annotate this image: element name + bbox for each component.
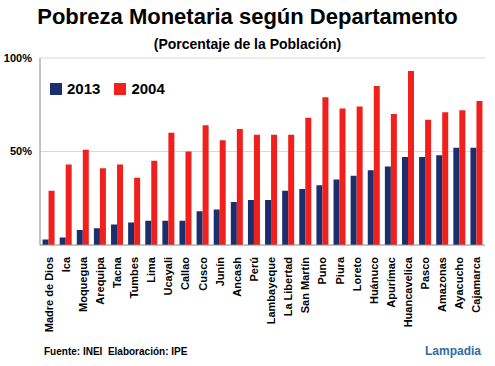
svg-text:Ucayali: Ucayali: [162, 257, 174, 296]
svg-text:Lima: Lima: [145, 256, 157, 283]
svg-text:Piura: Piura: [334, 256, 346, 284]
svg-text:Amazonas: Amazonas: [436, 257, 448, 312]
svg-text:Cajamarca: Cajamarca: [470, 256, 482, 313]
svg-text:50%: 50%: [10, 145, 32, 157]
svg-text:Madre de Dios: Madre de Dios: [43, 257, 55, 332]
svg-text:Perú: Perú: [248, 257, 260, 281]
svg-text:Loreto: Loreto: [351, 257, 363, 292]
svg-text:Moquegua: Moquegua: [77, 256, 89, 312]
svg-text:Puno: Puno: [316, 257, 328, 285]
html-text:Pobreza Monetaria según Depart: Pobreza Monetaria según Departamento: [37, 4, 458, 29]
html-text:2013: 2013: [67, 80, 101, 97]
svg-text:Ayacucho: Ayacucho: [453, 257, 465, 309]
svg-text:Junín: Junín: [214, 257, 226, 287]
svg-text:Pasco: Pasco: [419, 257, 431, 290]
svg-text:La Libertad: La Libertad: [282, 257, 294, 316]
html-text:(Porcentaje de la Población): (Porcentaje de la Población): [153, 36, 342, 52]
html-text:Lampadia: Lampadia: [425, 344, 481, 358]
svg-text:San Martín: San Martín: [299, 257, 311, 314]
html-text:Fuente: INEI Elaboración: IPE: Fuente: INEI Elaboración: IPE: [44, 346, 188, 357]
svg-text:Cusco: Cusco: [197, 257, 209, 291]
svg-text:Tacna: Tacna: [111, 256, 123, 288]
svg-text:Callao: Callao: [179, 257, 191, 290]
svg-text:Arequipa: Arequipa: [94, 256, 106, 305]
svg-text:Tumbes: Tumbes: [128, 257, 140, 298]
html-text:2004: 2004: [131, 80, 165, 97]
svg-text:Huancavelica: Huancavelica: [402, 256, 414, 327]
svg-text:Huánuco: Huánuco: [368, 257, 380, 304]
svg-text:Ancash: Ancash: [231, 257, 243, 297]
svg-text:Lambayeque: Lambayeque: [265, 257, 277, 324]
svg-text:Apurímac: Apurímac: [385, 257, 397, 308]
svg-text:Ica: Ica: [60, 256, 72, 272]
svg-text:100%: 100%: [8, 52, 32, 64]
